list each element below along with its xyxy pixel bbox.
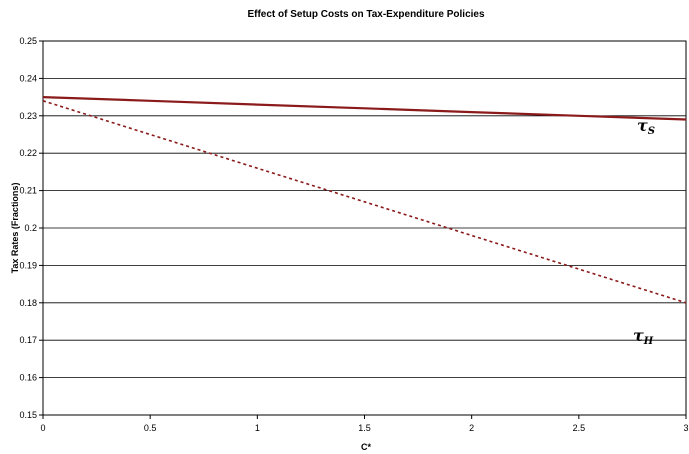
y-tick-label: 0.24 bbox=[19, 73, 37, 83]
series-label-tau-h-sub: H bbox=[643, 336, 654, 347]
y-tick-label: 0.18 bbox=[19, 298, 37, 308]
x-tick-label: 0 bbox=[40, 423, 45, 433]
y-tick-label: 0.23 bbox=[19, 111, 37, 121]
x-axis-ticks: 0 0.5 1 1.5 2 2.5 3 bbox=[40, 415, 688, 433]
grid-lines bbox=[43, 41, 686, 415]
y-tick-label: 0.17 bbox=[19, 335, 37, 345]
series-label-tau-s-main: τ bbox=[637, 116, 648, 135]
x-tick-label: 1 bbox=[255, 423, 260, 433]
y-tick-label: 0.19 bbox=[19, 260, 37, 270]
x-tick-label: 2.5 bbox=[573, 423, 586, 433]
y-tick-label: 0.25 bbox=[19, 36, 37, 46]
y-tick-label: 0.15 bbox=[19, 410, 37, 420]
x-axis-label: C* bbox=[361, 442, 371, 452]
x-tick-label: 3 bbox=[683, 423, 688, 433]
x-tick-label: 1.5 bbox=[358, 423, 371, 433]
x-tick-label: 2 bbox=[469, 423, 474, 433]
series-line-1 bbox=[43, 101, 686, 303]
x-tick-label: 0.5 bbox=[144, 423, 157, 433]
series-layer bbox=[43, 97, 686, 303]
y-tick-label: 0.2 bbox=[24, 223, 37, 233]
y-tick-label: 0.21 bbox=[19, 186, 37, 196]
series-label-tau-h-main: τ bbox=[633, 326, 644, 345]
series-label-tau-s-sub: S bbox=[648, 126, 655, 137]
y-tick-label: 0.16 bbox=[19, 373, 37, 383]
y-axis-ticks: 0.15 0.16 0.17 0.18 0.19 0.2 0.21 0.22 0.23 0.24 0… bbox=[19, 36, 43, 420]
chart-title: Effect of Setup Costs on Tax-Expenditure… bbox=[247, 9, 485, 20]
y-axis-label: Tax Rates (Fractions) bbox=[10, 183, 20, 274]
y-tick-label: 0.22 bbox=[19, 148, 37, 158]
series-label-tau-h: τH bbox=[633, 326, 654, 347]
